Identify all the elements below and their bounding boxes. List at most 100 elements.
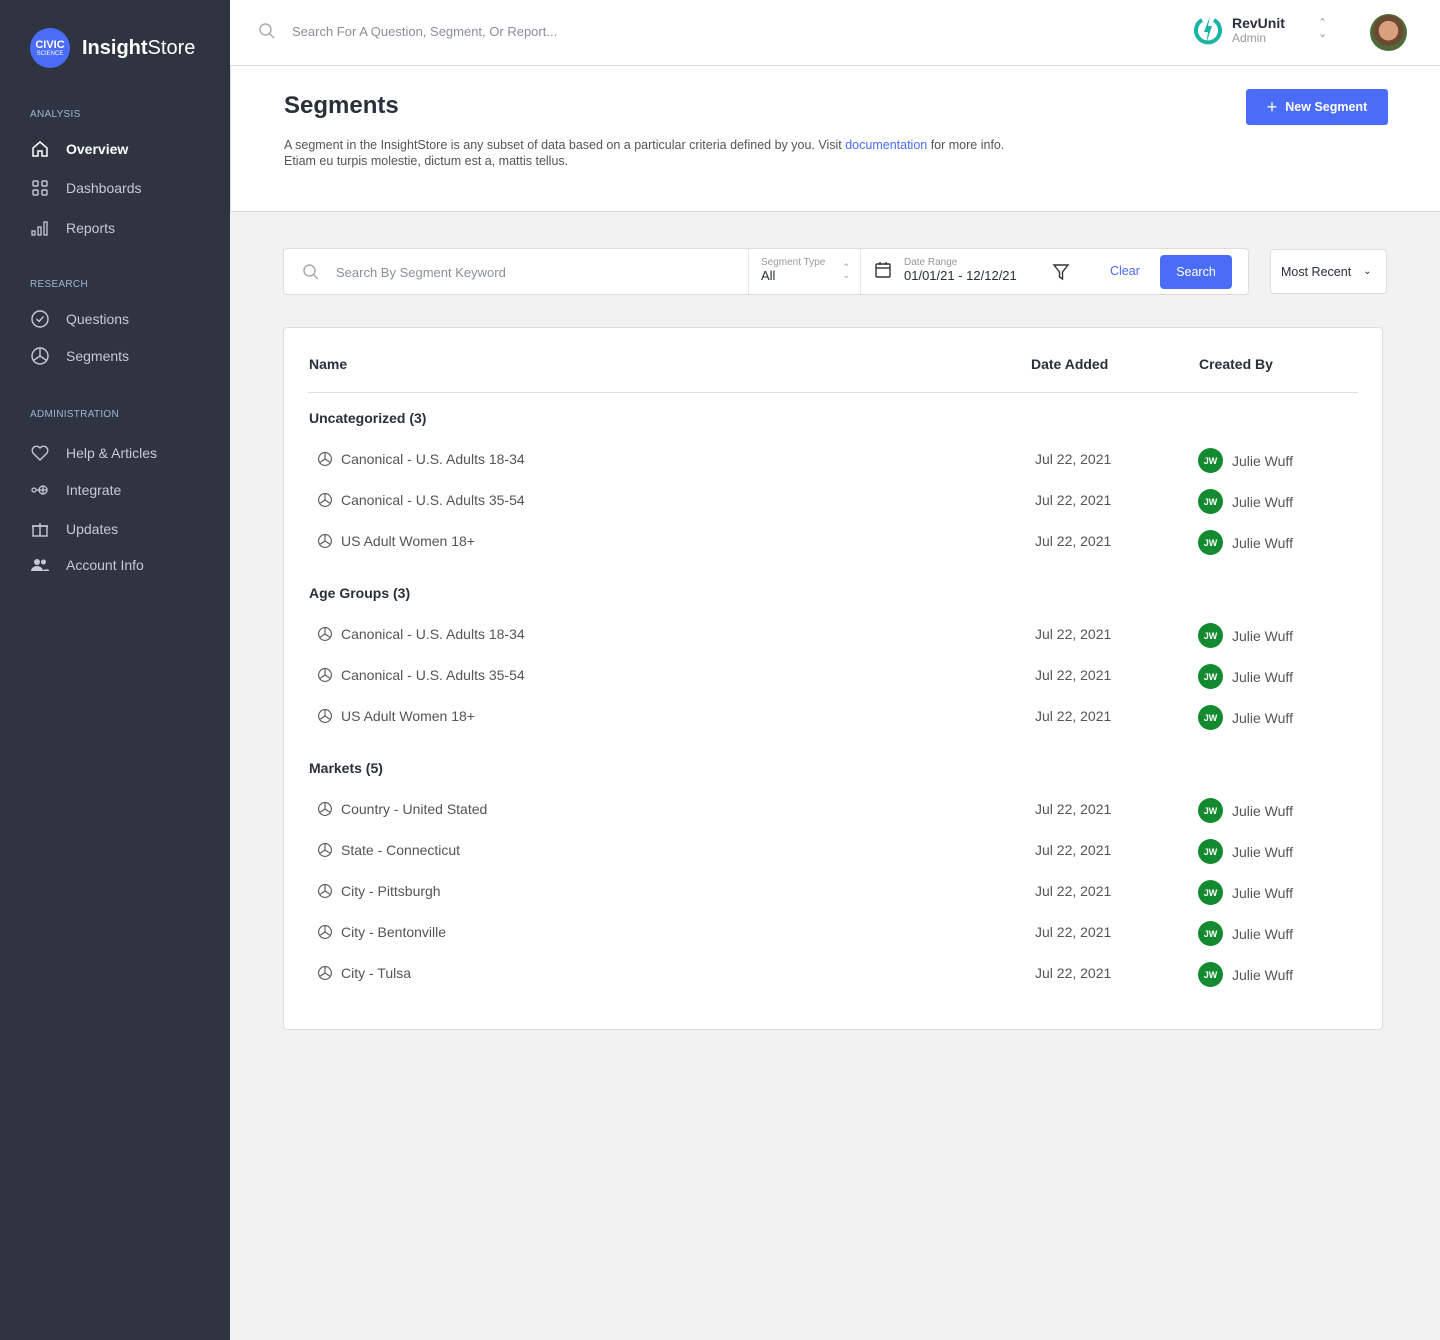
column-header-date-added[interactable]: Date Added [1031, 356, 1109, 372]
date-added: Jul 22, 2021 [1035, 451, 1112, 467]
creator-name: Julie Wuff [1232, 843, 1293, 860]
logo[interactable]: CIVIC SCIENCE InsightStore [30, 28, 195, 68]
new-segment-button[interactable]: + New Segment [1246, 89, 1388, 125]
integrate-icon [30, 480, 50, 500]
search-icon [259, 23, 275, 39]
sidebar-item-dashboards[interactable]: Dashboards [30, 178, 142, 198]
segment-name[interactable]: City - Bentonville [341, 924, 447, 940]
creator-name: Julie Wuff [1232, 709, 1293, 726]
documentation-link[interactable]: documentation [845, 138, 928, 152]
date-added: Jul 22, 2021 [1035, 492, 1112, 508]
segment-name[interactable]: Canonical - U.S. Adults 35-54 [341, 492, 525, 508]
segments-table: Name Date Added Created By Uncategorized… [283, 327, 1383, 1030]
sort-select[interactable]: Most Recent ⌄ [1270, 249, 1387, 294]
table-row[interactable]: Country - United Stated Jul 22, 2021 JW Jul… [284, 798, 1382, 823]
date-range-picker[interactable]: Date Range 01/01/21 - 12/12/21 [874, 257, 1017, 283]
creator-avatar: JW [1198, 839, 1223, 864]
creator-avatar: JW [1198, 530, 1223, 555]
calendar-icon [875, 262, 891, 278]
segment-name[interactable]: Canonical - U.S. Adults 18-34 [341, 451, 525, 467]
search-button[interactable]: Search [1160, 255, 1232, 289]
bar-chart-icon [30, 218, 50, 238]
sidebar-item-label: Reports [66, 220, 116, 236]
desc-text: A segment in the InsightStore is any sub… [284, 138, 846, 152]
segment-name[interactable]: US Adult Women 18+ [341, 533, 475, 549]
segment-search-input[interactable]: Search By Segment Keyword [302, 263, 506, 281]
sidebar-item-segments[interactable]: Segments [30, 346, 129, 366]
pie-chart-icon [317, 965, 333, 981]
segment-name[interactable]: City - Tulsa [341, 965, 412, 981]
sidebar-item-questions[interactable]: Questions [30, 309, 129, 329]
table-row[interactable]: State - Connecticut Jul 22, 2021 JW Julie W… [284, 839, 1382, 864]
pie-chart-icon [317, 708, 333, 724]
org-switcher[interactable]: RevUnit Admin [1194, 14, 1285, 46]
date-added: Jul 22, 2021 [1035, 626, 1112, 642]
gift-icon [30, 519, 50, 539]
creator-avatar: JW [1198, 962, 1223, 987]
sidebar-section-label: ANALYSIS [30, 109, 81, 120]
creator-avatar: JW [1198, 705, 1223, 730]
new-segment-label: New Segment [1285, 100, 1368, 114]
users-icon [30, 555, 50, 575]
sidebar-item-updates[interactable]: Updates [30, 519, 118, 539]
table-row[interactable]: US Adult Women 18+ Jul 22, 2021 JW Julie Wu… [284, 530, 1382, 555]
filter-bar: Search By Segment Keyword Segment Type A… [283, 248, 1249, 295]
org-role: Admin [1232, 31, 1267, 45]
pie-chart-icon [30, 346, 50, 366]
column-header-created-by[interactable]: Created By [1199, 356, 1273, 372]
table-row[interactable]: Canonical - U.S. Adults 35-54 Jul 22, 202… [284, 489, 1382, 514]
segment-name[interactable]: State - Connecticut [341, 842, 461, 858]
group-header: Uncategorized (3) [309, 410, 427, 426]
sidebar-item-overview[interactable]: Overview [30, 139, 128, 159]
heart-icon [30, 443, 50, 463]
revunit-logo-icon [1194, 16, 1222, 45]
creator-name: Julie Wuff [1232, 925, 1293, 942]
table-row[interactable]: City - Pittsburgh Jul 22, 2021 JW Julie Wuf… [284, 880, 1382, 905]
sidebar-item-account-info[interactable]: Account Info [30, 555, 144, 575]
segment-name[interactable]: Canonical - U.S. Adults 18-34 [341, 626, 525, 642]
page-description: A segment in the InsightStore is any sub… [284, 137, 1004, 169]
chevron-up-down-icon[interactable]: ⌃ ⌄ [1318, 17, 1328, 40]
creator-avatar: JW [1198, 623, 1223, 648]
global-search[interactable]: Search For A Question, Segment, Or Repor… [258, 22, 557, 40]
page-header: Segments A segment in the InsightStore i… [230, 66, 1440, 212]
date-added: Jul 22, 2021 [1035, 924, 1112, 940]
sidebar-item-integrate[interactable]: Integrate [30, 480, 121, 500]
sidebar-item-label: Account Info [66, 557, 144, 573]
filter-icon[interactable] [1052, 263, 1070, 281]
sidebar-item-label: Questions [66, 311, 130, 327]
app-name-bold: Insight [82, 36, 148, 59]
segment-name[interactable]: US Adult Women 18+ [341, 708, 475, 724]
sidebar-item-reports[interactable]: Reports [30, 218, 115, 238]
sidebar-item-help-articles[interactable]: Help & Articles [30, 443, 157, 463]
home-icon [30, 139, 50, 159]
date-added: Jul 22, 2021 [1035, 965, 1112, 981]
table-row[interactable]: City - Tulsa Jul 22, 2021 JW Julie Wuff [284, 962, 1382, 987]
date-range-label: Date Range [904, 257, 958, 268]
global-search-placeholder: Search For A Question, Segment, Or Repor… [292, 23, 558, 39]
creator-name: Julie Wuff [1232, 966, 1293, 983]
clear-button[interactable]: Clear [1110, 264, 1140, 278]
creator-avatar: JW [1198, 489, 1223, 514]
segment-name[interactable]: Country - United Stated [341, 801, 488, 817]
table-row[interactable]: City - Bentonville Jul 22, 2021 JW Julie Wu… [284, 921, 1382, 946]
table-row[interactable]: Canonical - U.S. Adults 18-34 Jul 22, 202… [284, 623, 1382, 648]
creator-avatar: JW [1198, 448, 1223, 473]
segment-type-select[interactable]: Segment Type All ⌃ ⌄ [748, 249, 861, 294]
table-row[interactable]: US Adult Women 18+ Jul 22, 2021 JW Julie Wu… [284, 705, 1382, 730]
user-avatar[interactable] [1370, 14, 1407, 51]
table-row[interactable]: Canonical - U.S. Adults 35-54 Jul 22, 202… [284, 664, 1382, 689]
creator-name: Julie Wuff [1232, 627, 1293, 644]
sidebar-item-label: Segments [66, 348, 130, 364]
sidebar-section-label: RESEARCH [30, 279, 88, 290]
creator-name: Julie Wuff [1232, 668, 1293, 685]
segment-name[interactable]: City - Pittsburgh [341, 883, 441, 899]
segment-name[interactable]: Canonical - U.S. Adults 35-54 [341, 667, 525, 683]
sidebar-item-label: Integrate [66, 482, 122, 498]
group-header: Age Groups (3) [309, 585, 411, 601]
creator-avatar: JW [1198, 921, 1223, 946]
table-row[interactable]: Canonical - U.S. Adults 18-34 Jul 22, 202… [284, 448, 1382, 473]
pie-chart-icon [317, 924, 333, 940]
column-header-name[interactable]: Name [309, 356, 348, 372]
desc-line-2: Etiam eu turpis molestie, dictum est a, … [284, 154, 569, 168]
